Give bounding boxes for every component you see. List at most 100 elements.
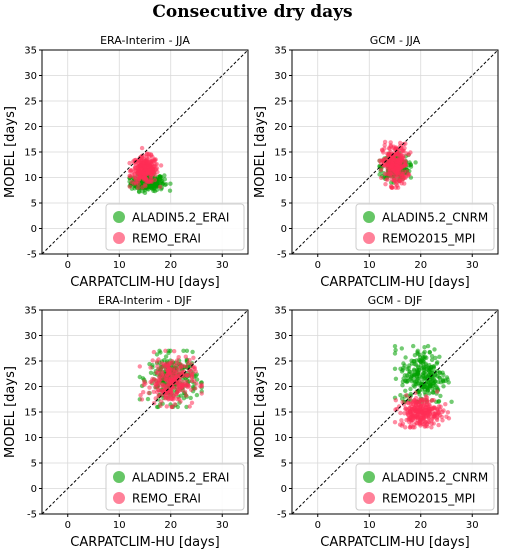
data-point — [148, 370, 154, 375]
data-point — [174, 390, 180, 395]
data-point — [418, 359, 423, 364]
data-point — [168, 396, 174, 401]
data-point — [143, 183, 148, 189]
data-point — [173, 375, 178, 380]
x-tick-label: 0 — [65, 260, 71, 271]
data-point — [413, 408, 419, 414]
data-point — [149, 174, 154, 180]
data-point — [412, 379, 418, 385]
data-point — [176, 374, 181, 379]
data-point — [401, 402, 407, 407]
data-point — [158, 403, 163, 408]
data-point — [404, 393, 409, 398]
data-point — [384, 177, 389, 182]
data-point — [398, 366, 403, 371]
figure-title: Consecutive dry days — [152, 2, 353, 22]
y-tick-label: 10 — [24, 173, 37, 184]
chart-panel-4: GCM - DJF 0 10 20 30 -5 0 5 10 15 20 25 30 35 CARPATCL… — [253, 294, 499, 550]
legend-marker — [363, 471, 375, 483]
data-point — [444, 414, 449, 419]
legend: ALADIN5.2_CNRM REMO2015_MPI — [355, 463, 495, 511]
data-point — [413, 414, 419, 419]
x-axis-label: CARPATCLIM-HU [days] — [320, 275, 469, 290]
data-point — [419, 410, 424, 415]
data-point — [152, 185, 157, 190]
data-point — [431, 411, 437, 417]
data-point — [138, 157, 144, 162]
data-point — [417, 352, 422, 357]
legend-label: ALADIN5.2_ERAI — [132, 471, 229, 485]
x-tick-label: 10 — [363, 260, 376, 271]
data-point — [380, 158, 386, 163]
y-tick-label: 35 — [274, 306, 287, 317]
data-point — [157, 184, 163, 189]
data-point — [136, 189, 142, 195]
data-point — [411, 359, 416, 364]
data-point — [426, 409, 432, 414]
data-point — [427, 399, 432, 405]
data-point — [146, 390, 151, 396]
data-point — [400, 379, 406, 384]
data-point — [154, 181, 159, 186]
data-point — [402, 411, 407, 416]
data-point — [432, 347, 437, 352]
data-point — [130, 172, 135, 177]
data-point — [421, 383, 427, 389]
data-point — [403, 425, 408, 430]
data-point — [400, 383, 405, 388]
data-point — [379, 175, 384, 180]
data-point — [167, 188, 173, 193]
data-point — [427, 349, 432, 355]
data-point — [408, 375, 414, 381]
y-tick-label: 20 — [24, 122, 37, 133]
data-point — [422, 349, 427, 355]
legend-marker — [113, 211, 125, 223]
y-tick-label: 25 — [24, 357, 37, 368]
legend-marker — [113, 471, 125, 483]
data-point — [391, 158, 396, 164]
data-point — [175, 358, 180, 363]
data-point — [173, 380, 179, 385]
data-point — [144, 157, 150, 162]
data-point — [423, 423, 429, 429]
data-point — [159, 383, 164, 388]
data-point — [413, 160, 418, 165]
y-tick-label: 30 — [24, 71, 37, 82]
data-point — [145, 179, 150, 184]
data-point — [377, 158, 382, 163]
legend-label: REMO_ERAI — [132, 492, 201, 506]
data-point — [383, 182, 388, 187]
data-point — [445, 410, 451, 415]
data-point — [183, 364, 189, 369]
data-point — [428, 382, 434, 387]
data-point — [153, 396, 158, 401]
one-to-one-line — [292, 310, 498, 514]
data-point — [182, 389, 188, 394]
data-point — [184, 348, 190, 353]
data-point — [137, 163, 143, 168]
data-point — [431, 398, 436, 403]
data-point — [179, 365, 184, 370]
legend-label: REMO2015_MPI — [382, 232, 475, 246]
data-point — [154, 359, 160, 364]
y-tick-label: -5 — [27, 250, 37, 261]
y-tick-label: 20 — [274, 382, 287, 393]
data-point — [443, 402, 448, 407]
data-point — [382, 139, 388, 145]
data-point — [407, 405, 412, 410]
data-point — [422, 345, 427, 350]
data-point — [415, 418, 421, 423]
legend-marker — [113, 232, 125, 244]
data-point — [384, 164, 389, 169]
data-point — [183, 354, 188, 359]
data-point — [428, 370, 434, 376]
one-to-one-line — [42, 310, 248, 514]
data-point — [154, 352, 160, 357]
data-point — [431, 390, 436, 395]
data-point — [184, 393, 189, 398]
y-tick-label: -5 — [277, 250, 287, 261]
data-point — [165, 384, 170, 389]
data-point — [172, 349, 177, 354]
data-point — [382, 143, 387, 148]
